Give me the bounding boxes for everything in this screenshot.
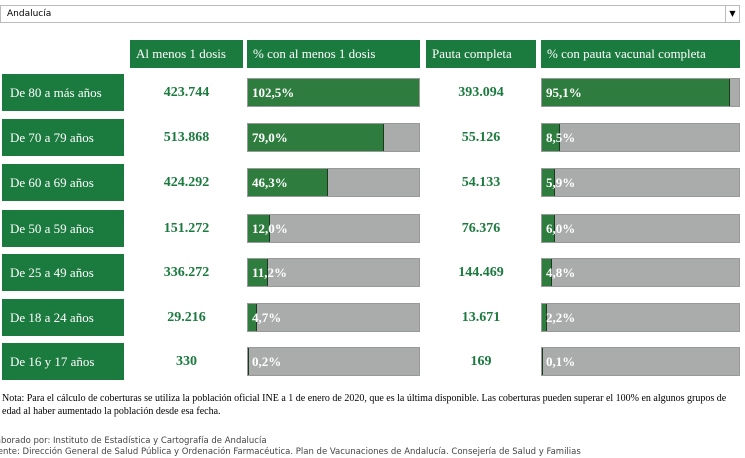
region-dropdown[interactable]: Andalucía ▼ [0,5,740,23]
percent-label: 79,0% [252,129,288,145]
age-group: De 80 a más años [2,74,124,111]
progress-bar [248,79,419,106]
complete-count: 55.126 [461,129,501,145]
progress-track: 95,1% [541,78,740,107]
progress-track: 2,2% [541,303,740,332]
percent-label: 4,7% [252,309,282,325]
footer-credit: Elaborado por: Instituto de Estadística … [0,436,267,446]
dropdown-arrow[interactable]: ▼ [725,6,739,22]
percent-label: 0,2% [252,353,282,369]
first-dose-count: 29.216 [167,309,206,325]
progress-bar [542,79,731,106]
complete-count: 393.094 [458,84,504,100]
progress-track: 12,0% [247,214,420,243]
first-dose-count: 513.868 [163,129,210,145]
first-dose-count: 151.272 [163,220,210,236]
first-dose-count: 424.292 [163,174,210,190]
complete-count: 13.671 [461,309,501,325]
percent-label: 2,2% [546,309,576,325]
first-dose-count: 423.744 [163,84,210,100]
progress-bar [248,124,385,151]
age-group: De 70 a 79 años [2,119,124,156]
progress-track: 4,7% [247,303,420,332]
column-header: Al menos 1 dosis [130,40,243,68]
complete-count: 144.469 [458,264,504,280]
complete-count: 76.376 [461,220,501,236]
complete-count: 169 [470,353,492,369]
footer-source: Fuente: Dirección General de Salud Públi… [0,447,581,457]
progress-track: 79,0% [247,123,420,152]
progress-track: 6,0% [541,214,740,243]
progress-bar [248,215,270,242]
progress-track: 8,5% [541,123,740,152]
note: Nota: Para el cálculo de coberturas se u… [2,393,727,417]
progress-bar [542,348,544,375]
progress-track: 4,8% [541,258,740,287]
percent-label: 102,5% [252,84,295,100]
progress-track: 46,3% [247,168,420,197]
age-group: De 50 a 59 años [2,210,124,247]
progress-track: 0,1% [541,347,740,376]
progress-bar [542,215,555,242]
percent-label: 4,8% [546,264,576,280]
progress-bar [542,304,548,331]
percent-label: 46,3% [252,174,288,190]
age-group: De 25 a 49 años [2,254,124,291]
age-group: De 18 a 24 años [2,299,124,336]
progress-bar [542,124,560,151]
percent-label: 8,5% [546,129,576,145]
first-dose-count: 330 [176,353,197,369]
column-header: % con al menos 1 dosis [247,40,420,68]
progress-bar [248,259,269,286]
percent-label: 0,1% [546,353,576,369]
dropdown-value: Andalucía [7,9,52,19]
percent-label: 12,0% [252,220,288,236]
progress-bar [248,348,250,375]
percent-label: 5,9% [546,174,576,190]
percent-label: 95,1% [546,84,582,100]
column-header: Pauta completa [426,40,536,68]
progress-track: 0,2% [247,347,420,376]
progress-track: 11,2% [247,258,420,287]
age-group: De 60 a 69 años [2,164,124,201]
progress-bar [542,259,553,286]
progress-bar [248,304,258,331]
percent-label: 11,2% [252,264,288,280]
progress-track: 5,9% [541,168,740,197]
percent-label: 6,0% [546,220,576,236]
progress-bar [542,169,555,196]
progress-track: 102,5% [247,78,420,107]
age-group: De 16 y 17 años [2,343,124,380]
first-dose-count: 336.272 [163,264,210,280]
complete-count: 54.133 [461,174,501,190]
progress-bar [248,169,329,196]
column-header: % con pauta vacunal completa [541,40,740,68]
